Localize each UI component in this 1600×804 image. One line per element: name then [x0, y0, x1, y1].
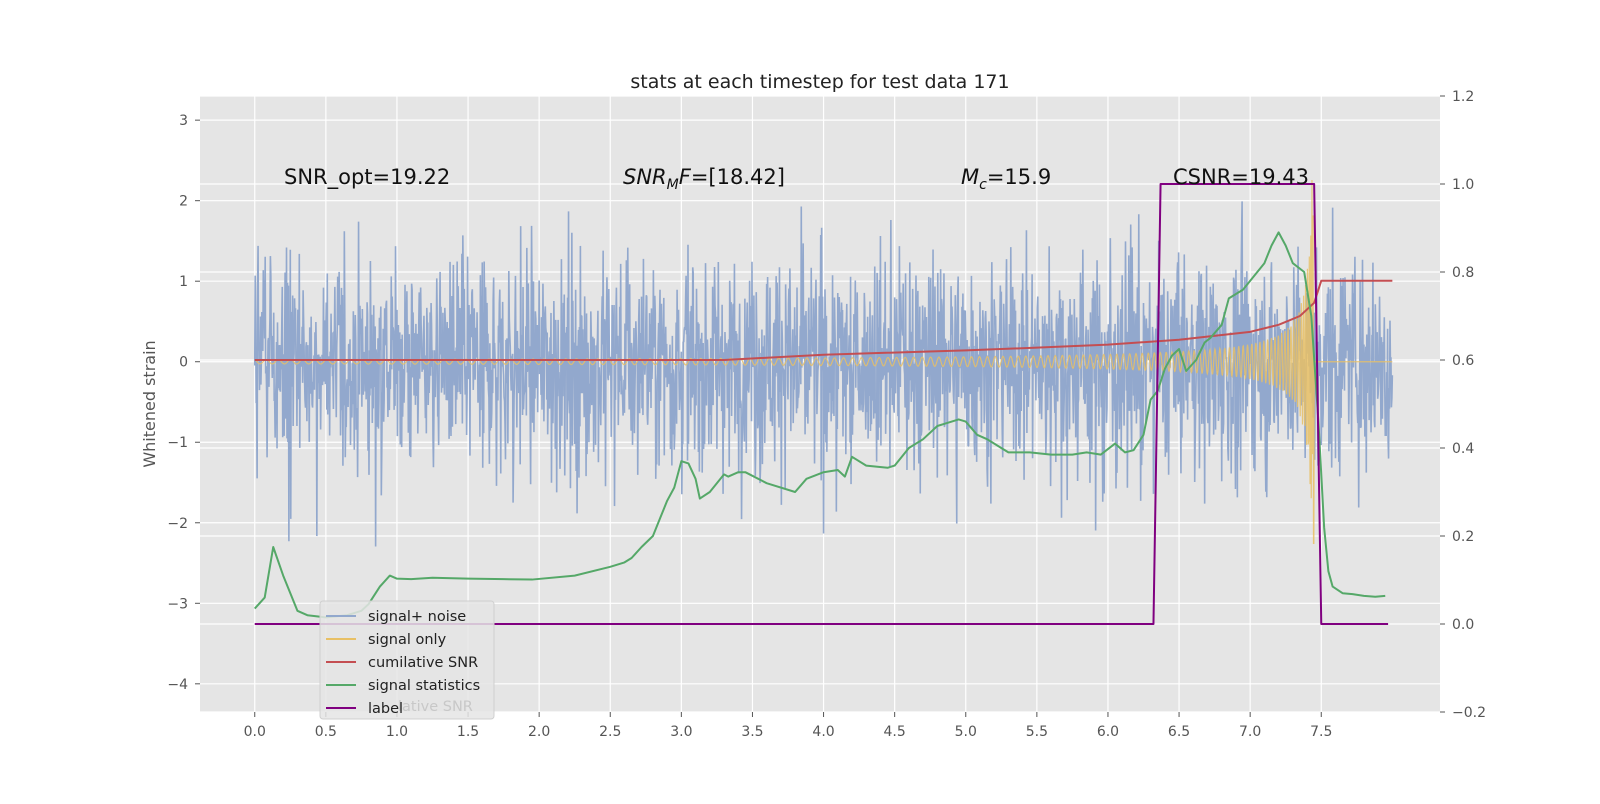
y-left-tick-label: −4: [167, 677, 188, 693]
y-left-tick-label: 2: [179, 194, 188, 210]
series-signal-statistics: [254, 231, 1386, 619]
y-right-tick-label: 0.6: [1452, 353, 1474, 369]
series-layer: [253, 180, 1394, 625]
y-right-tick-label: 1.2: [1452, 89, 1474, 105]
y-left-tick-label: 1: [179, 274, 188, 290]
y-left-tick-label: 0: [179, 355, 188, 371]
x-tick-label: 3.5: [741, 724, 763, 740]
tick-layer: 0.0 0.5 1.0 1.5 2.0 2.5 3.0 3.5 4.0 4.5 5.0 5.5 6.0 6…: [167, 89, 1486, 740]
annotation-snr-mf-tail: F: [679, 165, 692, 189]
y-left-tick-label: −1: [167, 435, 188, 451]
x-tick-label: 2.5: [599, 724, 621, 740]
x-tick-label: 1.0: [386, 724, 408, 740]
x-tick-label: 3.0: [670, 724, 692, 740]
y-right-tick-label: 0.8: [1452, 265, 1474, 281]
legend-box: [319, 600, 495, 720]
legend-label: label: [368, 701, 403, 717]
x-tick-label: 4.0: [812, 724, 834, 740]
y-left-tick-label: −3: [167, 596, 188, 612]
annotation-mc-sub: c: [979, 177, 987, 193]
annotation-snr-mf-main: SNR: [623, 165, 667, 189]
legend-label: signal statistics: [368, 678, 480, 694]
x-tick-label: 1.5: [457, 724, 479, 740]
series-label: [254, 183, 1389, 625]
x-tick-label: 7.0: [1239, 724, 1261, 740]
y-left-tick-label: −2: [167, 516, 188, 532]
legend-label: signal only: [368, 632, 447, 648]
x-tick-label: 4.5: [884, 724, 906, 740]
x-tick-label: 5.5: [1026, 724, 1048, 740]
legend-ghost-text: lative SNR: [398, 699, 473, 715]
annotation-snr-mf-value: =[18.42]: [691, 165, 785, 189]
y-axis-label: Whitened strain: [140, 340, 159, 467]
y-right-tick-label: 0.0: [1452, 617, 1474, 633]
x-tick-label: 2.0: [528, 724, 550, 740]
legend-label: signal+ noise: [368, 609, 466, 625]
y-right-tick-label: 0.2: [1452, 529, 1474, 545]
annotation-mc: Mc=15.9: [961, 165, 1051, 193]
x-tick-label: 6.5: [1168, 724, 1190, 740]
x-tick-label: 5.0: [955, 724, 977, 740]
legend-items: signal+ noise signal only cumilative SNR si…: [326, 609, 480, 717]
x-tick-label: 0.0: [244, 724, 266, 740]
series-cumulative-snr: [254, 279, 1393, 361]
annotation-snr-mf-sub: M: [667, 177, 679, 193]
x-tick-label: 7.5: [1310, 724, 1332, 740]
x-tick-label: 0.5: [315, 724, 337, 740]
legend-label: cumilative SNR: [368, 655, 478, 671]
legend: lative SNR signal+ noise signal only cumil…: [319, 600, 495, 720]
annotation-mc-value: =15.9: [987, 165, 1051, 189]
chart-title: stats at each timestep for test data 171: [630, 71, 1009, 93]
series-signal-plus-noise: [253, 201, 1394, 547]
y-right-tick-label: 0.4: [1452, 441, 1474, 457]
x-tick-label: 6.0: [1097, 724, 1119, 740]
annotation-snr-opt: SNR_opt=19.22: [284, 165, 450, 190]
annotation-mc-main: M: [961, 165, 979, 189]
annotation-csnr: CSNR=19.43: [1173, 165, 1309, 189]
annotation-snr-mf: SNRMF=[18.42]: [623, 165, 785, 193]
y-right-tick-label: −0.2: [1452, 705, 1486, 721]
y-right-tick-label: 1.0: [1452, 177, 1474, 193]
y-left-tick-label: 3: [179, 113, 188, 129]
